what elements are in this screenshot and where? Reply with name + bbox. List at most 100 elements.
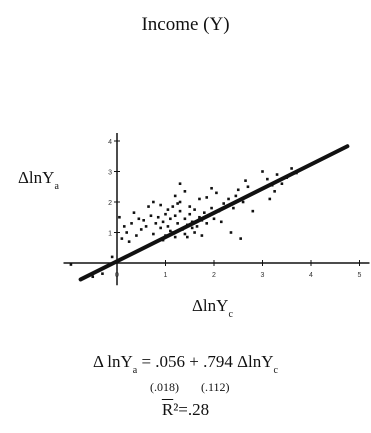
- data-point: [266, 177, 269, 181]
- axes: [63, 133, 370, 286]
- y-tick-label: 1: [108, 231, 112, 238]
- data-point: [152, 232, 155, 236]
- data-point: [280, 182, 284, 185]
- data-point: [132, 211, 136, 214]
- data-point: [239, 237, 242, 240]
- tick-labels: 0 1 2 3 4 5 1 2 3 4: [108, 139, 361, 279]
- data-point: [244, 179, 247, 182]
- tick-marks: [114, 140, 360, 266]
- data-point: [190, 226, 194, 230]
- x-tick-label: 4: [309, 272, 313, 279]
- x-tick-label: 2: [212, 272, 216, 279]
- data-point: [135, 234, 138, 237]
- data-point: [122, 225, 126, 228]
- data-point: [147, 205, 150, 208]
- data-point: [101, 272, 104, 275]
- data-point: [188, 212, 192, 216]
- data-point: [166, 225, 170, 228]
- data-point: [156, 215, 160, 219]
- data-point: [125, 231, 128, 234]
- x-axis-label: ΔlnYc: [192, 296, 233, 320]
- regression-equation: Δ lnYa = .056 + .794 ΔlnYc: [92, 352, 278, 376]
- data-point: [261, 170, 264, 173]
- data-point: [159, 203, 162, 207]
- y-tick-label: 3: [108, 170, 112, 177]
- data-point: [166, 208, 170, 211]
- y-tick-label: 4: [108, 139, 112, 146]
- data-point: [198, 197, 201, 201]
- data-point: [176, 202, 179, 205]
- chart-title: Income (Y): [141, 14, 230, 35]
- data-point: [203, 211, 206, 214]
- data-point: [183, 232, 187, 236]
- data-point: [161, 220, 165, 224]
- data-point: [171, 205, 175, 208]
- data-point: [127, 240, 131, 243]
- r-squared: R²=.28: [161, 400, 210, 419]
- data-point: [222, 202, 225, 205]
- data-point: [219, 220, 223, 224]
- data-point: [232, 206, 235, 210]
- data-point: [91, 275, 95, 279]
- data-point: [173, 194, 177, 198]
- y-axis-label: ΔlnYa: [18, 168, 59, 192]
- data-point: [234, 194, 238, 198]
- x-tick-label: 3: [261, 272, 265, 279]
- data-point: [137, 217, 141, 221]
- data-point: [183, 217, 187, 221]
- data-point: [139, 228, 143, 231]
- data-point: [273, 190, 276, 193]
- data-point: [183, 190, 187, 193]
- data-point: [210, 186, 213, 190]
- data-point: [120, 237, 124, 240]
- data-point: [169, 229, 172, 233]
- data-point: [178, 200, 182, 204]
- data-point: [118, 215, 121, 219]
- data-point: [154, 222, 158, 225]
- data-point: [205, 196, 209, 199]
- data-point: [130, 222, 133, 225]
- intercept-std-error: (.018): [150, 380, 179, 394]
- data-point: [227, 197, 230, 201]
- data-point: [173, 214, 177, 218]
- data-point: [205, 222, 209, 225]
- data-point: [210, 206, 213, 210]
- y-tick-label: 2: [108, 200, 112, 207]
- data-points: [69, 167, 298, 279]
- data-point: [215, 191, 218, 195]
- data-point: [251, 209, 255, 213]
- data-point: [164, 212, 167, 216]
- data-point: [169, 217, 172, 221]
- data-point: [193, 208, 196, 211]
- data-point: [142, 219, 145, 222]
- data-point: [159, 226, 162, 230]
- data-point: [193, 231, 196, 234]
- data-point: [188, 205, 192, 208]
- data-point: [241, 200, 245, 204]
- data-point: [176, 222, 179, 225]
- data-point: [229, 231, 233, 234]
- data-point: [246, 185, 250, 189]
- data-point: [144, 225, 148, 228]
- data-point: [290, 167, 293, 170]
- data-point: [268, 197, 272, 201]
- data-point: [178, 209, 182, 213]
- x-tick-label: 5: [358, 272, 362, 279]
- data-point: [152, 200, 155, 204]
- data-point: [149, 214, 153, 218]
- data-point: [236, 188, 240, 192]
- regression-line: [78, 144, 350, 282]
- data-point: [275, 173, 279, 176]
- data-point: [200, 234, 204, 237]
- x-tick-label: 1: [164, 272, 168, 279]
- x-tick-label: 0: [115, 272, 119, 279]
- data-point: [195, 225, 199, 228]
- data-point: [186, 235, 189, 239]
- slope-std-error: (.112): [201, 380, 230, 394]
- data-point: [198, 215, 201, 219]
- data-point: [178, 182, 182, 185]
- data-point: [69, 263, 73, 266]
- data-point: [110, 255, 114, 259]
- data-point: [212, 217, 216, 221]
